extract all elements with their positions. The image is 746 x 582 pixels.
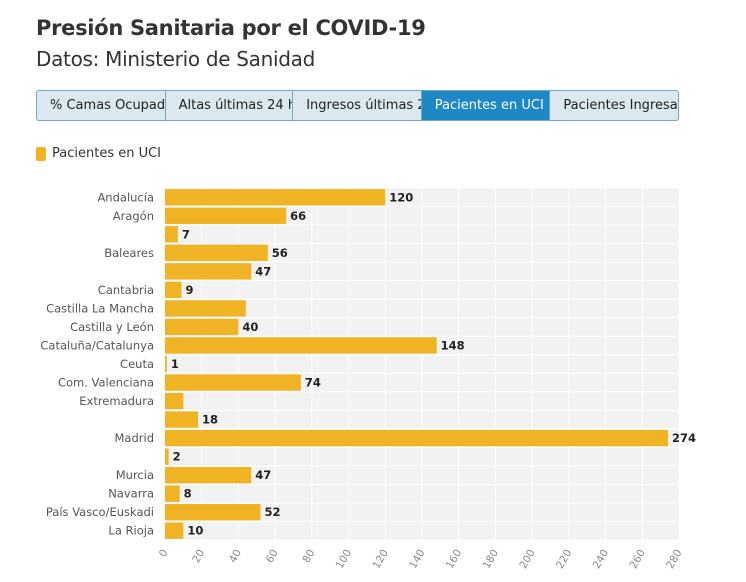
bar[interactable] bbox=[165, 300, 246, 317]
category-label: Murcia bbox=[116, 468, 154, 482]
x-tick-label: 40 bbox=[227, 548, 244, 566]
bar[interactable] bbox=[165, 411, 199, 428]
bar[interactable] bbox=[165, 244, 268, 261]
bar[interactable] bbox=[165, 374, 301, 391]
data-label: 47 bbox=[255, 468, 271, 482]
category-label: Extremadura bbox=[79, 394, 154, 408]
x-tick-label: 120 bbox=[370, 548, 390, 571]
bar[interactable] bbox=[165, 522, 184, 539]
x-tick-label: 100 bbox=[334, 548, 354, 571]
category-label: País Vasco/Euskadi bbox=[46, 505, 154, 519]
data-label: 8 bbox=[184, 487, 192, 501]
bar[interactable] bbox=[165, 392, 184, 410]
category-label: Castilla y León bbox=[70, 320, 154, 334]
data-label: 120 bbox=[389, 190, 413, 204]
x-tick-label: 60 bbox=[264, 548, 281, 566]
legend-label: Pacientes en UCI bbox=[52, 146, 162, 161]
category-label: Castilla La Mancha bbox=[46, 301, 154, 315]
bar[interactable] bbox=[165, 263, 252, 280]
tab-altas[interactable]: Altas últimas 24 h bbox=[166, 91, 294, 120]
category-label: Cantabria bbox=[98, 283, 154, 297]
x-tick-label: 280 bbox=[664, 548, 684, 571]
bar[interactable] bbox=[165, 337, 437, 354]
tab-camas-ocupadas[interactable]: % Camas Ocupadas bbox=[37, 91, 166, 120]
category-label: Ceuta bbox=[120, 357, 154, 371]
data-label: 1 bbox=[171, 357, 179, 371]
category-label: Navarra bbox=[108, 487, 154, 501]
category-label: Aragón bbox=[113, 209, 154, 223]
tab-pacientes-uci[interactable]: Pacientes en UCI bbox=[421, 91, 551, 120]
bar[interactable] bbox=[165, 207, 287, 224]
page-title: Presión Sanitaria por el COVID-19 bbox=[36, 16, 426, 40]
category-label: Com. Valenciana bbox=[58, 376, 154, 390]
legend-swatch bbox=[36, 146, 46, 161]
category-label: La Rioja bbox=[108, 524, 154, 538]
category-label: Cataluña/Catalunya bbox=[40, 338, 154, 352]
bar[interactable] bbox=[165, 448, 169, 465]
bar[interactable] bbox=[165, 504, 261, 521]
tab-pacientes-ingresados[interactable]: Pacientes Ingresados bbox=[563, 98, 678, 113]
bar[interactable] bbox=[165, 467, 252, 484]
x-tick-label: 80 bbox=[300, 548, 317, 566]
bar[interactable] bbox=[165, 485, 180, 502]
category-label: Baleares bbox=[104, 246, 154, 260]
data-label: 274 bbox=[672, 431, 696, 445]
bar[interactable] bbox=[165, 318, 239, 336]
category-label: Madrid bbox=[115, 431, 155, 445]
data-label: 148 bbox=[441, 338, 465, 352]
x-tick-label: 160 bbox=[444, 548, 464, 571]
data-label: 47 bbox=[255, 264, 271, 278]
bar[interactable] bbox=[165, 189, 386, 206]
data-label: 2 bbox=[173, 450, 181, 464]
bar[interactable] bbox=[165, 226, 178, 243]
data-label: 74 bbox=[305, 376, 321, 390]
data-label: 52 bbox=[264, 505, 280, 519]
chart-legend[interactable]: Pacientes en UCI bbox=[36, 146, 161, 161]
bar[interactable] bbox=[165, 355, 167, 373]
data-label: 10 bbox=[187, 524, 203, 538]
x-tick-label: 240 bbox=[591, 548, 611, 571]
x-tick-label: 220 bbox=[554, 548, 574, 571]
bar[interactable] bbox=[165, 429, 668, 447]
x-tick-label: 180 bbox=[481, 548, 501, 571]
category-label: Andalucía bbox=[97, 190, 154, 204]
bar[interactable] bbox=[165, 281, 182, 299]
data-label: 9 bbox=[186, 283, 194, 297]
tab-bar: % Camas Ocupadas Altas últimas 24 h Ingr… bbox=[36, 90, 679, 121]
data-label: 56 bbox=[272, 246, 288, 260]
data-label: 66 bbox=[290, 209, 306, 223]
data-label: 18 bbox=[202, 413, 218, 427]
x-tick-label: 260 bbox=[627, 548, 647, 571]
x-tick-label: 0 bbox=[157, 548, 171, 560]
x-tick-label: 200 bbox=[517, 548, 537, 571]
x-tick-label: 20 bbox=[190, 548, 207, 566]
data-label: 40 bbox=[242, 320, 258, 334]
x-tick-label: 140 bbox=[407, 548, 427, 571]
page-subtitle: Datos: Ministerio de Sanidad bbox=[36, 47, 316, 71]
data-label: 7 bbox=[182, 227, 190, 241]
tab-ingresos[interactable]: Ingresos últimas 24 h bbox=[293, 91, 422, 120]
